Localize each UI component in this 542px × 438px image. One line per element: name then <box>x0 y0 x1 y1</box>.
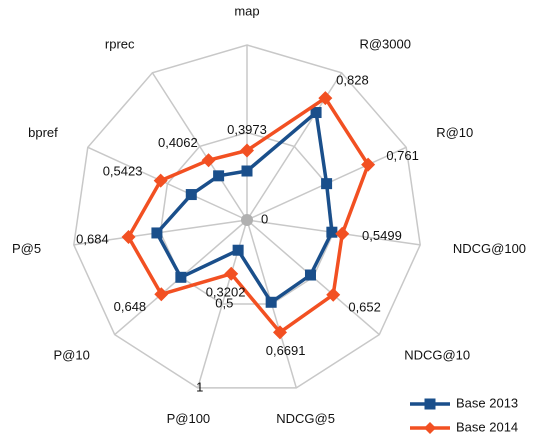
marker <box>326 287 341 302</box>
marker <box>272 325 287 340</box>
marker <box>175 271 187 283</box>
value-label: 0,6691 <box>266 343 306 358</box>
marker <box>335 226 350 241</box>
category-label: NDCG@100 <box>453 241 526 256</box>
marker <box>213 170 225 182</box>
value-label: 0,3973 <box>227 122 267 137</box>
category-label: rprec <box>105 36 135 51</box>
value-label: 0,828 <box>336 73 369 88</box>
category-label: R@10 <box>436 125 473 140</box>
value-label: 0,4062 <box>158 135 198 150</box>
legend-marker <box>424 422 436 434</box>
spoke <box>151 72 248 221</box>
category-label: P@100 <box>167 411 211 426</box>
category-label: P@5 <box>12 241 41 256</box>
category-label: map <box>234 3 259 18</box>
marker <box>153 173 168 188</box>
grid-ring <box>73 44 421 389</box>
value-label: 0,5499 <box>362 228 402 243</box>
marker <box>232 244 244 256</box>
marker <box>321 178 333 190</box>
tick-label: 0 <box>261 211 268 226</box>
category-label: NDCG@10 <box>404 348 470 363</box>
tick-label: 1 <box>196 379 203 394</box>
marker <box>318 91 333 106</box>
category-label: NDCG@5 <box>276 411 335 426</box>
grid-ring <box>159 131 335 305</box>
series-line <box>126 96 370 335</box>
legend-marker <box>424 398 436 410</box>
marker <box>265 296 277 308</box>
category-label: R@3000 <box>359 36 411 51</box>
legend-label: Base 2013 <box>456 395 518 410</box>
marker <box>151 227 163 239</box>
marker <box>310 107 322 119</box>
value-label: 0,761 <box>386 148 419 163</box>
center-dot <box>241 214 253 226</box>
value-label: 0,648 <box>114 299 147 314</box>
marker <box>224 266 239 281</box>
marker <box>121 230 136 245</box>
value-label: 0,684 <box>76 231 109 246</box>
marker <box>154 287 169 302</box>
marker <box>201 153 216 168</box>
value-label: 0,3202 <box>206 284 246 299</box>
spoke <box>87 146 248 221</box>
value-label: 0,5423 <box>103 164 143 179</box>
marker <box>326 226 338 238</box>
value-label: 0,652 <box>348 299 381 314</box>
category-label: P@10 <box>53 348 89 363</box>
legend-label: Base 2014 <box>456 419 518 434</box>
marker <box>240 143 254 158</box>
category-label: bpref <box>28 125 58 140</box>
marker <box>241 165 253 177</box>
tick-label: 0,5 <box>215 295 233 310</box>
marker <box>361 157 376 172</box>
marker <box>304 269 316 281</box>
marker <box>185 189 197 201</box>
